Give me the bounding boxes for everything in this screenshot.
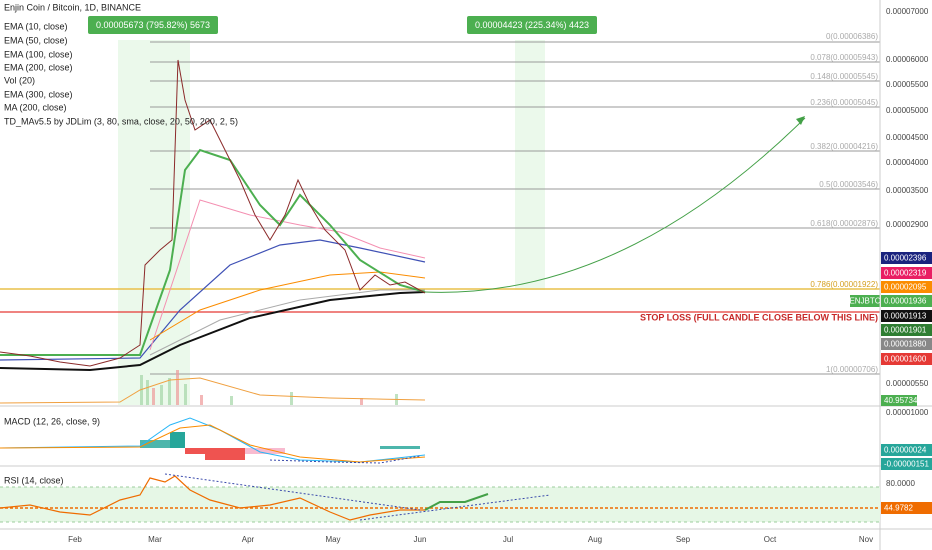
fib-label: 0.382(0.00004216) — [810, 142, 878, 151]
measure-badge — [467, 16, 597, 34]
axis-label: 0.00005500 — [886, 80, 929, 89]
time-label: Jul — [503, 535, 513, 544]
time-label: Oct — [764, 535, 777, 544]
symbol-tag — [850, 295, 880, 307]
rsi-trendline — [164, 473, 421, 511]
axis-label: 0.00002900 — [886, 220, 929, 229]
ema-50 — [149, 199, 426, 351]
time-label: Nov — [859, 535, 873, 544]
price-label: 0.00001880 — [884, 340, 927, 349]
time-label: Apr — [242, 535, 255, 544]
ma-200 — [0, 291, 426, 372]
price-label: 0.00000024 — [884, 446, 927, 455]
axis-label: 0.00007000 — [886, 7, 929, 16]
macd-histogram — [140, 432, 420, 460]
price-label: 0.00002095 — [884, 283, 927, 292]
rsi-band — [0, 487, 880, 522]
axis-label: 0.00000550 — [886, 379, 929, 388]
price-labels: 0.00002396 0.00002319 0.00002095 0.00001… — [881, 252, 932, 514]
ema-200 — [149, 271, 426, 341]
price-label: 0.00001913 — [884, 312, 927, 321]
axis-label: 0.00003500 — [886, 186, 929, 195]
time-label: Feb — [68, 535, 82, 544]
price-label: 0.00002396 — [884, 254, 927, 263]
range-highlight — [515, 40, 545, 290]
time-label: Aug — [588, 535, 602, 544]
fib-label: 1(0.00000706) — [826, 365, 878, 374]
rsi-projection — [424, 493, 489, 511]
badge-text: 0.00005673 (795.82%) 5673 — [96, 20, 210, 30]
macd-trendline — [269, 455, 421, 464]
fib-label: 0.786(0.00001922) — [810, 280, 878, 289]
indicator: EMA (100, close) — [4, 49, 73, 59]
price-label: 0.00001901 — [884, 326, 927, 335]
fib-label: 0.5(0.00003546) — [819, 180, 878, 189]
time-label: Sep — [676, 535, 691, 544]
axis-label: 0.00001000 — [886, 408, 929, 417]
time-label: Jun — [414, 535, 427, 544]
indicator: EMA (10, close) — [4, 21, 68, 31]
indicator: MA (200, close) — [4, 102, 67, 112]
axis-label: 80.0000 — [886, 479, 915, 488]
indicator: EMA (50, close) — [4, 35, 68, 45]
ema-10 — [0, 148, 426, 356]
indicator: EMA (300, close) — [4, 89, 73, 99]
price-label: -0.00000151 — [884, 460, 929, 469]
fib-label: 0.148(0.00005545) — [810, 72, 878, 81]
chart-title: Enjin Coin / Bitcoin, 1D, BINANCE — [4, 2, 141, 12]
projection-arrow — [424, 117, 806, 293]
time-label: Mar — [148, 535, 162, 544]
indicator: EMA (200, close) — [4, 62, 73, 72]
stop-loss-text: STOP LOSS (FULL CANDLE CLOSE BELOW THIS … — [640, 312, 878, 322]
axis-label: 0.00004000 — [886, 158, 929, 167]
axis-label: 0.00006000 — [886, 55, 929, 64]
fib-label: 0.618(0.00002876) — [810, 219, 878, 228]
price-label: 40.95734 — [884, 396, 918, 405]
fib-label: 0.236(0.00005045) — [810, 98, 878, 107]
measure-badge — [88, 16, 218, 34]
time-axis: Feb Mar Apr May Jun Jul Aug Sep Oct Nov — [68, 535, 873, 544]
fib-lines — [150, 41, 880, 375]
price-line — [0, 59, 426, 367]
price-label: 0.00001600 — [884, 355, 927, 364]
indicator: TD_MAv5.5 by JDLim (3, 80, sma, close, 2… — [4, 116, 238, 126]
rsi-line — [0, 475, 425, 521]
signal-line — [0, 424, 426, 463]
ema-100 — [0, 239, 426, 361]
rsi-title: RSI (14, close) — [4, 475, 64, 485]
fib-label: 0(0.00006386) — [826, 32, 878, 41]
time-label: May — [325, 535, 340, 544]
ema-300 — [149, 289, 425, 356]
axis-label: 0.00005000 — [886, 106, 929, 115]
fib-label: 0.078(0.00005943) — [810, 53, 878, 62]
volume-ma — [0, 377, 426, 404]
symbol-tag-text: ENJBTC — [849, 297, 880, 306]
price-label: 0.00002319 — [884, 269, 927, 278]
price-label: 0.00001936 — [884, 297, 927, 306]
price-axis: 0.00007000 0.00006000 0.00005500 0.00005… — [886, 7, 929, 488]
macd-title: MACD (12, 26, close, 9) — [4, 416, 100, 426]
range-highlight — [118, 40, 190, 405]
legend: Enjin Coin / Bitcoin, 1D, BINANCE EMA (1… — [4, 2, 238, 126]
indicator: Vol (20) — [4, 75, 35, 85]
price-label: 44.9782 — [884, 504, 913, 513]
arrow-head — [796, 116, 805, 125]
badge-text: 0.00004423 (225.34%) 4423 — [475, 20, 589, 30]
axis-label: 0.00004500 — [886, 133, 929, 142]
